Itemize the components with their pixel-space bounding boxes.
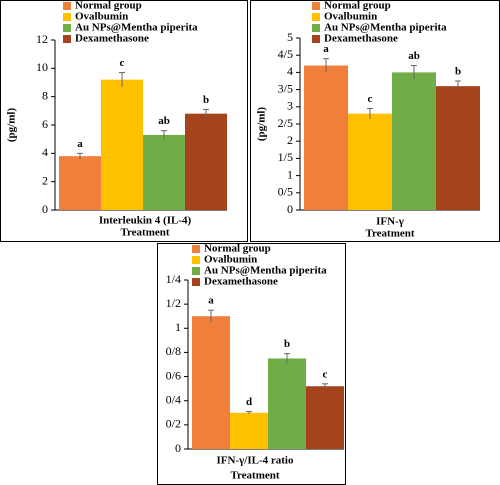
y-tick-label: 2 [287,133,293,147]
y-tick-label: 0/8 [166,344,181,358]
y-tick-label: 4/5 [278,47,293,61]
legend-swatch [312,24,320,32]
y-tick-label: 2 [42,173,48,187]
y-tick-label: 0/6 [166,368,181,382]
significance-letter: b [203,94,209,106]
bar [306,386,344,449]
y-tick-label: 1/2 [166,296,181,310]
bar [392,72,436,211]
y-tick-label: 8 [42,88,48,102]
legend-label: Dexamethasone [75,33,149,45]
y-tick-label: 10 [36,60,48,74]
legend-label: Normal group [204,243,271,255]
significance-letter: a [77,138,83,150]
y-tick-label: 4 [287,64,293,78]
x-axis-label: Interleukin 4 (IL-4) [99,215,192,227]
y-tick-label: 6 [42,117,48,131]
legend-swatch [63,35,71,43]
y-tick-label: 4 [42,145,48,159]
bar [436,86,480,210]
legend-swatch [63,24,71,32]
legend-label: Au NPs@Mentha piperita [324,22,447,34]
y-tick-label: 12 [36,32,48,46]
y-tick-label: 1 [175,320,181,334]
bar [59,156,101,210]
legend-swatch [312,13,320,21]
significance-letter: ab [408,50,420,62]
x-axis-label: IFN-γ/IL-4 ratio [217,455,294,467]
legend-swatch [312,35,320,43]
bar [268,358,306,449]
legend-label: Dexamethasone [324,33,398,45]
bar [192,316,230,449]
significance-letter: b [455,66,461,78]
significance-letter: ab [158,115,170,127]
y-tick-label: 0/5 [278,185,293,199]
legend-swatch [63,13,71,21]
y-tick-label: 5 [287,30,293,44]
legend-swatch [192,245,200,253]
legend-label: Au NPs@Mentha piperita [75,22,198,34]
y-axis-label: (pg/ml) [6,108,18,143]
legend-swatch [192,267,200,275]
legend-swatch [312,2,320,10]
y-tick-label: 2/5 [278,116,293,130]
y-tick-label: 3 [287,99,293,113]
y-tick-label: 0 [287,202,293,216]
legend-label: Normal group [324,0,391,12]
y-axis-label: (pg/ml) [256,107,268,142]
y-tick-label: 0/2 [166,417,181,431]
y-tick-label: 0 [42,202,48,216]
bar [348,113,392,210]
x-axis-title: Treatment [230,470,279,482]
significance-letter: b [284,338,290,350]
bar [143,134,185,210]
legend-label: Dexamethasone [204,276,278,288]
x-axis-label: IFN-γ [376,216,404,228]
legend-swatch [63,2,71,10]
legend-label: Ovalbumin [204,254,257,266]
x-axis-title: Treatment [120,227,169,239]
y-tick-label: 0/4 [166,392,181,406]
legend-label: Ovalbumin [324,11,377,23]
legend-swatch [192,278,200,286]
significance-letter: d [246,396,252,408]
panel-border [0,0,248,242]
x-axis-title: Treatment [365,228,414,240]
y-tick-label: 1/4 [166,272,181,286]
significance-letter: a [323,43,329,55]
legend-label: Normal group [75,0,142,12]
y-tick-label: 0 [175,441,181,455]
significance-letter: c [120,57,125,69]
y-tick-label: 3/5 [278,81,293,95]
significance-letter: a [208,295,214,307]
bar [304,65,348,211]
legend-label: Ovalbumin [75,11,128,23]
significance-letter: c [323,368,328,380]
y-tick-label: 1/5 [278,150,293,164]
bar [185,113,227,210]
legend-label: Au NPs@Mentha piperita [204,265,327,277]
legend-swatch [192,256,200,264]
significance-letter: c [368,93,373,105]
bar [230,412,268,449]
bar [101,79,143,211]
y-tick-label: 1 [287,167,293,181]
